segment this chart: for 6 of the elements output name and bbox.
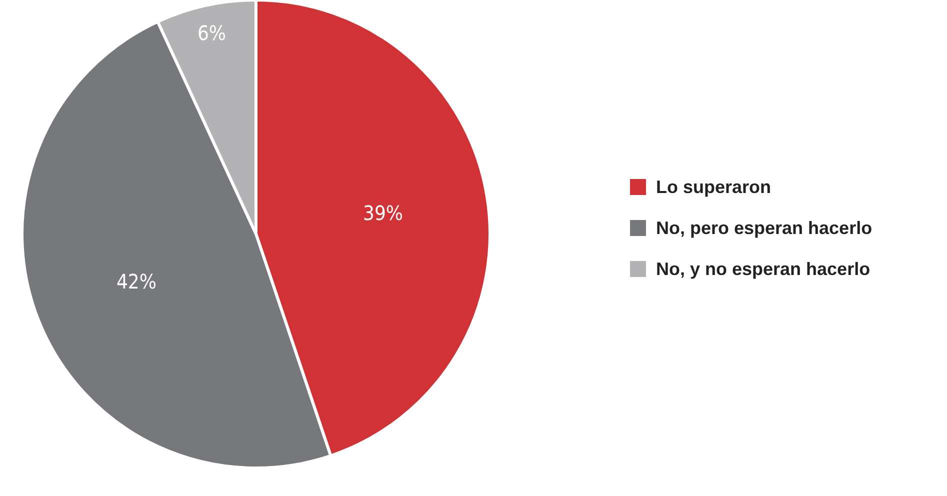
data-label: 6%: [197, 20, 226, 45]
legend-label: No, pero esperan hacerlo: [656, 218, 872, 238]
legend-label: Lo superaron: [656, 177, 772, 197]
data-label: 39%: [363, 201, 404, 226]
data-label: 42%: [116, 270, 156, 294]
legend-label: No, y no esperan hacerlo: [656, 259, 870, 279]
